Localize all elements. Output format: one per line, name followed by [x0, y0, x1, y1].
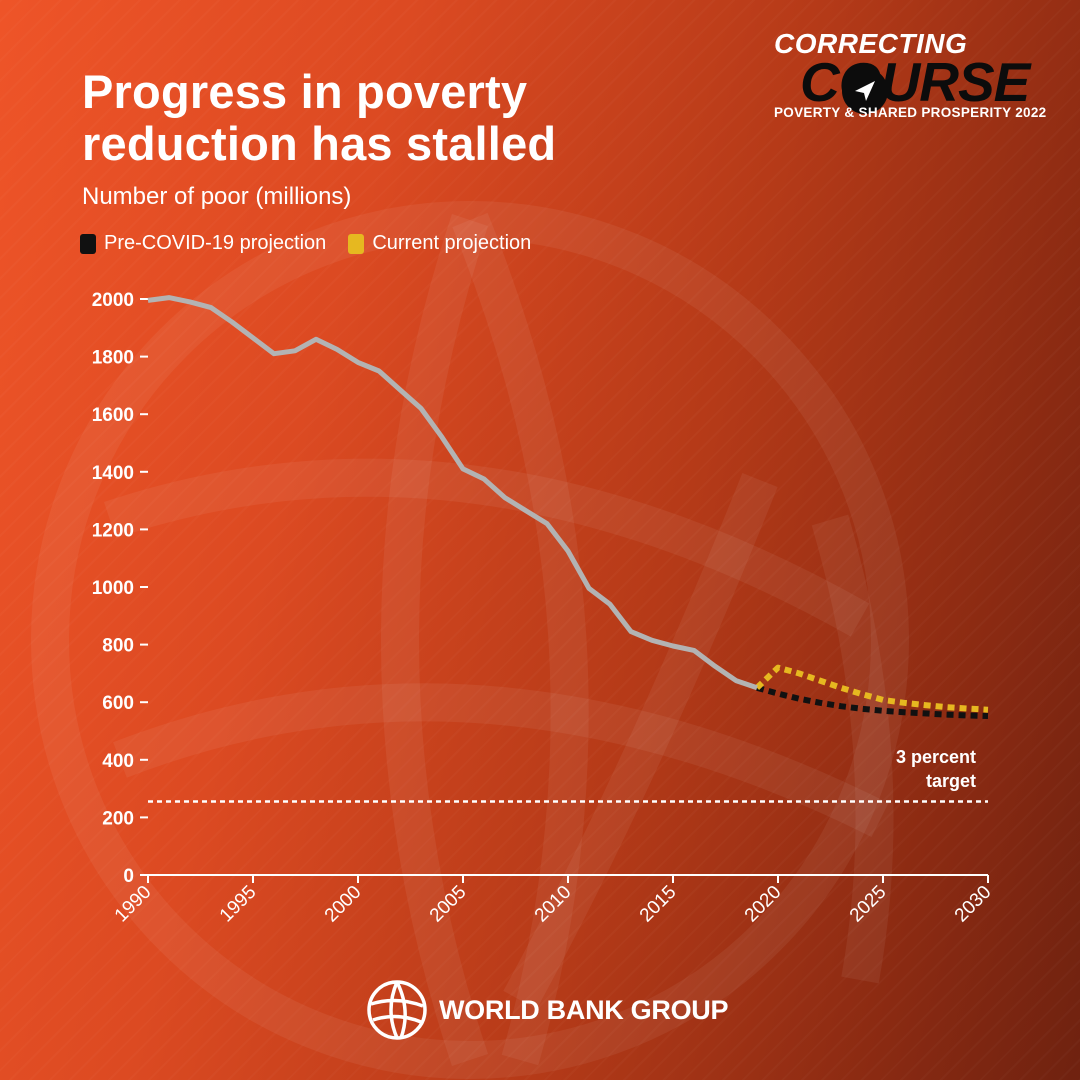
target-label: 3 percent target [895, 747, 976, 791]
y-tick-label: 1200 [92, 520, 134, 541]
x-tick-label: 2010 [531, 882, 576, 927]
y-tick-label: 1400 [92, 463, 134, 484]
x-tick-label: 2000 [321, 882, 366, 927]
legend: Pre-COVID-19 projection Current projecti… [80, 232, 531, 255]
historical-series-line [147, 295, 758, 691]
y-tick-label: 200 [102, 808, 134, 829]
world-bank-logo: WORLD BANK GROUP [365, 978, 728, 1042]
globe-icon [367, 980, 427, 1040]
chart-subtitle: Number of poor (millions) [82, 183, 352, 210]
y-tick-label: 400 [102, 751, 134, 772]
pre-covid-projection-line [756, 684, 989, 719]
y-tick-label: 800 [102, 636, 134, 657]
footer-org-name: WORLD BANK GROUP [439, 994, 729, 1025]
y-tick-label: 1800 [92, 348, 134, 369]
x-tick-label: 2005 [426, 882, 471, 927]
x-tick-label: 2025 [846, 882, 891, 927]
paper-plane-icon [842, 68, 888, 114]
y-tick-label: 2000 [92, 290, 134, 311]
legend-swatch-pre-covid [80, 233, 96, 254]
x-tick-label: 1995 [216, 882, 261, 927]
legend-swatch-current [348, 233, 365, 254]
x-tick-label: 2030 [951, 882, 996, 927]
legend-label-pre-covid: Pre-COVID-19 projection [104, 232, 327, 254]
brand-logo: CORRECTING COURSE POVERTY & SHARED PROSP… [770, 28, 1047, 128]
y-tick-label: 600 [102, 693, 134, 714]
y-tick-label: 1000 [92, 578, 134, 599]
x-tick-label: 2015 [636, 882, 681, 927]
legend-label-current: Current projection [372, 232, 532, 254]
brand-line-2: COURSE [800, 51, 1030, 113]
y-tick-label: 1600 [92, 405, 134, 426]
series-lines [147, 295, 989, 719]
current-projection-line [754, 664, 989, 713]
brand-line-3: POVERTY & SHARED PROSPERITY 2022 [774, 105, 1047, 120]
y-tick-label: 0 [123, 866, 134, 887]
y-axis: 0 200 400 600 800 1000 1200 1400 1600 1800 2000 [92, 290, 148, 887]
x-tick-label: 1990 [111, 882, 156, 927]
legend-item-pre-covid: Pre-COVID-19 projection [80, 232, 326, 255]
x-tick-label: 2020 [741, 882, 786, 927]
chart-title: Progress in poverty reduction has stalle… [82, 65, 557, 170]
legend-item-current: Current projection [348, 232, 531, 255]
brand-line-1: CORRECTING [774, 28, 968, 59]
x-axis: 1990 1995 2000 2005 2010 2015 2020 2025 2030 [111, 874, 996, 927]
